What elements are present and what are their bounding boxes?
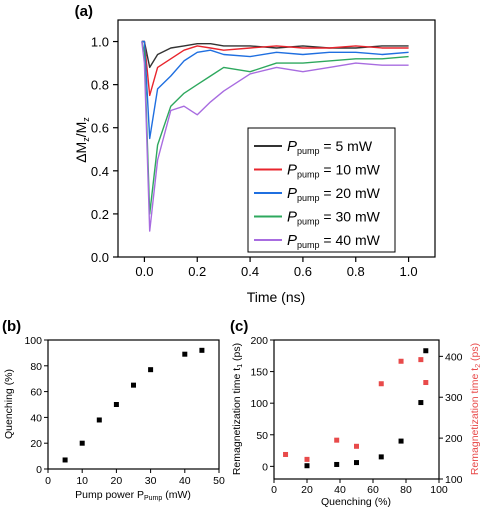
y-tick-left-label: 50 bbox=[256, 430, 268, 442]
data-point-t1 bbox=[354, 460, 359, 466]
panel-a-xlabel: Time (ns) bbox=[247, 289, 306, 305]
y-tick-right-label: 300 bbox=[445, 392, 463, 404]
data-point-t2 bbox=[283, 451, 289, 457]
x-tick-label: 1.0 bbox=[400, 264, 418, 279]
panel-b-xlabel: Pump power PPump (mW) bbox=[75, 489, 191, 502]
x-tick-label: 10 bbox=[76, 475, 88, 487]
data-point bbox=[79, 440, 85, 446]
data-point-t2 bbox=[304, 456, 310, 462]
x-tick-label: 40 bbox=[334, 484, 346, 496]
data-point-t1 bbox=[378, 454, 384, 460]
x-tick-label: 20 bbox=[301, 484, 313, 496]
series-line-3 bbox=[141, 40, 409, 140]
panel-b-chart: 0 10 20 30 40 50 0 20 40 60 80 100 Pump power PPump… bbox=[3, 335, 225, 502]
panel-a-frame bbox=[117, 19, 436, 258]
y-tick-label: 60 bbox=[30, 387, 42, 399]
legend-label: Ppump = 30 mW bbox=[287, 209, 381, 227]
data-point-t2 bbox=[423, 380, 429, 386]
panel-c-ylabel-left: Remagnetization time t1 (ps) bbox=[231, 343, 244, 475]
panel-b-ylabel: Quenching (%) bbox=[3, 369, 15, 439]
data-point bbox=[96, 417, 102, 423]
data-point bbox=[62, 457, 68, 463]
series-line-1 bbox=[141, 40, 409, 69]
data-point-t2 bbox=[418, 357, 424, 363]
panel-c-xlabel: Quenching (%) bbox=[321, 496, 391, 508]
x-tick-label: 0.4 bbox=[241, 264, 259, 279]
panel-a-chart: 0.0 0.2 0.4 0.6 0.8 1.0 0.0 0.2 0.4 0.6 0.8 1.0 Tim… bbox=[73, 19, 436, 305]
data-point-t1 bbox=[304, 463, 310, 469]
x-tick-label: 60 bbox=[367, 484, 379, 496]
panel-c-frame bbox=[273, 339, 440, 480]
y-tick-label: 80 bbox=[30, 361, 42, 373]
data-point bbox=[148, 367, 154, 373]
x-tick-label: 0 bbox=[45, 475, 51, 487]
y-tick-right-label: 400 bbox=[445, 351, 463, 363]
panel-a-ylabel: ΔMz/Mz bbox=[73, 117, 91, 163]
data-point-t2 bbox=[398, 358, 404, 364]
y-tick-label: 0.2 bbox=[91, 207, 109, 222]
y-tick-label: 20 bbox=[30, 438, 42, 450]
data-point bbox=[199, 347, 205, 353]
y-tick-label: 0.4 bbox=[91, 164, 109, 179]
y-tick-right-label: 200 bbox=[445, 433, 463, 445]
data-point bbox=[131, 382, 136, 388]
y-tick-label: 0 bbox=[36, 464, 42, 476]
legend-label: Ppump = 10 mW bbox=[287, 162, 381, 180]
x-tick-label: 0.6 bbox=[294, 264, 312, 279]
x-tick-label: 0.2 bbox=[188, 264, 206, 279]
y-tick-left-label: 200 bbox=[250, 335, 268, 347]
series-line-5 bbox=[141, 41, 409, 232]
data-point-t2 bbox=[354, 443, 359, 449]
panel-b-frame bbox=[47, 339, 220, 470]
data-point-t1 bbox=[418, 400, 424, 406]
x-tick-label: 20 bbox=[111, 475, 123, 487]
x-tick-label: 0.8 bbox=[347, 264, 365, 279]
data-point-t1 bbox=[334, 461, 340, 467]
data-point-t1 bbox=[398, 438, 404, 444]
y-tick-left-label: 0 bbox=[262, 461, 268, 473]
panel-c-chart: 0 20 40 60 80 100 0 50 100 150 200 100 200 300 400 Que… bbox=[231, 335, 482, 508]
data-point bbox=[113, 402, 119, 407]
legend-label: Ppump = 5 mW bbox=[287, 138, 373, 156]
x-tick-label: 80 bbox=[400, 484, 412, 496]
y-tick-label: 0.0 bbox=[91, 250, 109, 265]
y-tick-label: 0.6 bbox=[91, 121, 109, 136]
data-point-t2 bbox=[378, 381, 384, 387]
y-tick-left-label: 150 bbox=[250, 367, 268, 379]
panel-c-ylabel-right: Remagnetization time t2 (ps) bbox=[469, 343, 482, 475]
y-tick-label: 100 bbox=[24, 335, 42, 347]
x-tick-label: 40 bbox=[179, 475, 191, 487]
data-point-t2 bbox=[334, 437, 340, 443]
y-tick-label: 0.8 bbox=[91, 78, 109, 93]
panel-label-a: (a) bbox=[75, 3, 93, 20]
data-point-t1 bbox=[423, 348, 429, 354]
y-tick-label: 40 bbox=[30, 412, 42, 424]
y-tick-left-label: 100 bbox=[250, 398, 268, 410]
series-line-4 bbox=[141, 41, 409, 215]
x-tick-label: 100 bbox=[430, 484, 448, 496]
legend-label: Ppump = 20 mW bbox=[287, 185, 381, 203]
x-tick-label: 50 bbox=[213, 475, 225, 487]
x-tick-label: 30 bbox=[145, 475, 157, 487]
x-tick-label: 0 bbox=[271, 484, 277, 496]
y-tick-right-label: 100 bbox=[445, 474, 463, 486]
data-point bbox=[182, 351, 188, 357]
panel-label-c: (c) bbox=[230, 318, 248, 335]
x-tick-label: 0.0 bbox=[135, 264, 153, 279]
panel-a-legend: Ppump = 5 mW Ppump = 10 mW Ppump = 20 mW Pp… bbox=[247, 127, 396, 253]
series-line-2 bbox=[141, 40, 409, 97]
y-tick-label: 1.0 bbox=[91, 35, 109, 50]
legend-label: Ppump = 40 mW bbox=[287, 232, 381, 250]
legend-box bbox=[247, 127, 396, 253]
panel-label-b: (b) bbox=[2, 318, 21, 335]
